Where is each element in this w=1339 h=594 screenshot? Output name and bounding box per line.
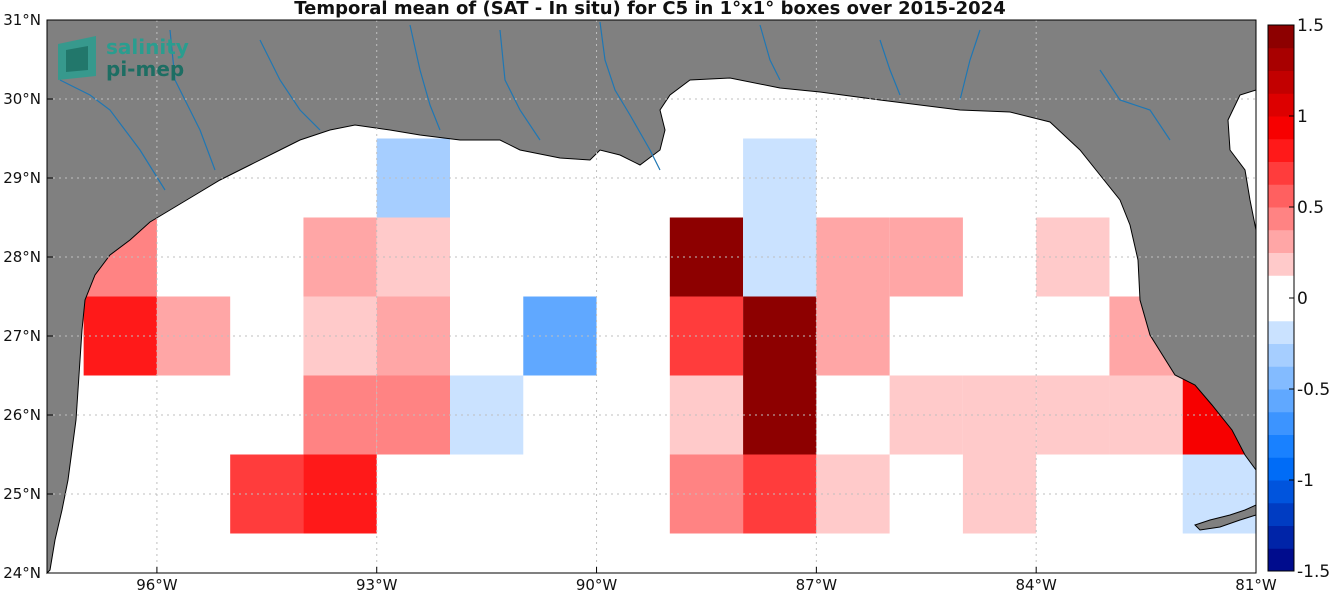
colorbar-segment [1268, 548, 1294, 572]
colorbar-segment [1268, 184, 1294, 208]
river-7 [759, 24, 781, 81]
colorbar-segment [1268, 343, 1294, 367]
heatmap-cells [83, 138, 1256, 534]
lon-tick-label: 90°W [576, 576, 618, 594]
heatmap-cell [669, 454, 744, 534]
river-5 [499, 29, 541, 141]
map-frame [46, 19, 1257, 574]
heatmap-cell [669, 375, 744, 455]
lon-tick-label: 84°W [1015, 576, 1057, 594]
river-3 [259, 39, 321, 131]
rivers [59, 21, 1171, 191]
colorbar-segment [1268, 366, 1294, 390]
lat-tick-label: 28°N [3, 248, 41, 266]
colorbar-segment [1268, 207, 1294, 231]
heatmap-cell [230, 454, 304, 534]
colorbar-tick-label: -1.5 [1297, 562, 1330, 582]
colorbar-tick-label: 1 [1297, 107, 1308, 127]
colorbar-segment [1268, 229, 1294, 253]
colorbar-tick-label: 0.5 [1297, 198, 1324, 218]
colorbar-segment [1268, 25, 1294, 49]
colorbar-segment [1268, 480, 1294, 504]
colorbar-segment [1268, 116, 1294, 140]
colorbar-segment [1268, 389, 1294, 413]
colorbar-tick-label: 0 [1297, 289, 1308, 309]
lat-tick-label: 24°N [3, 564, 41, 582]
heatmap-cell [523, 296, 597, 376]
colorbar [1267, 24, 1295, 572]
colorbar-segment [1268, 138, 1294, 162]
colorbar-segment [1268, 525, 1294, 549]
axis-labels: 31°N 30°N 29°N 28°N 27°N 26°N 25°N 24°N 96°W 93°W… [3, 11, 1277, 594]
river-9 [959, 29, 981, 101]
colorbar-segment [1268, 502, 1294, 526]
lon-tick-label: 93°W [356, 576, 398, 594]
lat-tick-label: 30°N [3, 90, 41, 108]
heatmap-cell [303, 296, 377, 376]
river-mississippi [599, 21, 661, 171]
lat-tick-label: 29°N [3, 169, 41, 187]
logo: salinity pi-mep [58, 35, 189, 81]
colorbar-segment [1268, 275, 1294, 299]
river-8 [879, 39, 901, 96]
lat-tick-label: 31°N [3, 11, 41, 29]
heatmap-cell [156, 296, 231, 376]
colorbar-segment [1268, 93, 1294, 117]
colorbar-segment [1268, 70, 1294, 94]
colorbar-segment [1268, 161, 1294, 185]
heatmap-cell [303, 217, 377, 297]
river-10 [1099, 69, 1171, 141]
colorbar-segment [1268, 252, 1294, 276]
colorbar-segment [1268, 320, 1294, 344]
river-4 [409, 24, 441, 131]
logo-line1: salinity [106, 35, 189, 59]
colorbar-segment [1268, 47, 1294, 71]
lon-tick-label: 87°W [796, 576, 838, 594]
us-gulf-coast-land [46, 19, 1257, 575]
land-mass [46, 19, 1257, 575]
colorbar-segment [1268, 434, 1294, 458]
colorbar-tick-label: 1.5 [1297, 16, 1324, 36]
logo-mark-icon-inner [66, 46, 88, 72]
colorbar-segment [1268, 457, 1294, 481]
heatmap-cell [669, 296, 744, 376]
colorbar-segment [1268, 411, 1294, 435]
river-1 [59, 79, 166, 191]
logo-line2: pi-mep [106, 57, 184, 81]
lat-tick-label: 25°N [3, 485, 41, 503]
colorbar-segment [1268, 298, 1294, 322]
lat-tick-label: 26°N [3, 406, 41, 424]
heatmap-cell [889, 217, 963, 297]
lon-tick-label: 81°W [1235, 576, 1277, 594]
colorbar-tick-label: -0.5 [1297, 380, 1330, 400]
heatmap-cell [303, 454, 377, 534]
heatmap-cell [669, 217, 744, 297]
lon-tick-label: 96°W [136, 576, 178, 594]
heatmap-cell [962, 454, 1037, 534]
heatmap-cell [889, 375, 963, 455]
river-2 [169, 29, 216, 171]
colorbar-labels: 1.5 1 0.5 0 -0.5 -1 -1.5 [1289, 16, 1330, 582]
lat-tick-label: 27°N [3, 327, 41, 345]
chart-title: Temporal mean of (SAT - In situ) for C5 … [294, 0, 1006, 19]
heatmap-cell [303, 375, 377, 455]
heatmap-cell [962, 375, 1037, 455]
colorbar-tick-label: -1 [1297, 471, 1314, 491]
